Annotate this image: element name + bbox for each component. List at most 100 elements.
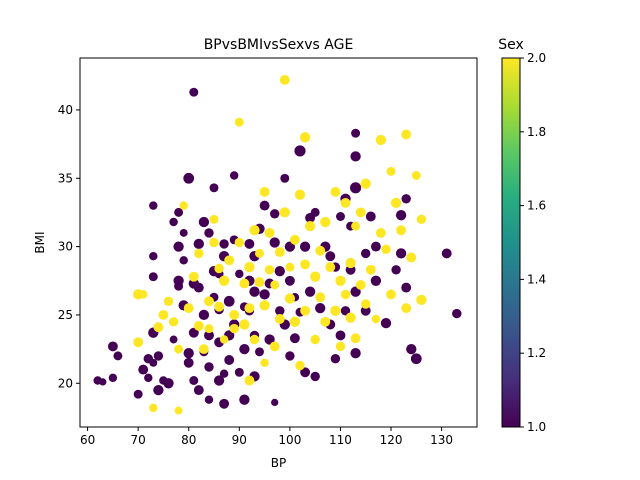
- data-point: [188, 271, 199, 282]
- data-point: [264, 227, 275, 238]
- data-point: [193, 385, 204, 396]
- data-point: [270, 280, 280, 290]
- data-point: [153, 351, 164, 361]
- data-point: [294, 189, 306, 200]
- data-point: [149, 201, 158, 210]
- data-point: [235, 269, 244, 279]
- data-point: [310, 207, 320, 217]
- data-point: [188, 327, 199, 338]
- data-point: [452, 308, 462, 319]
- data-point: [401, 303, 412, 314]
- data-point: [375, 227, 386, 238]
- data-point: [198, 309, 210, 321]
- data-point: [224, 355, 235, 365]
- data-point: [271, 398, 279, 407]
- data-point: [169, 335, 178, 344]
- data-point: [406, 252, 417, 263]
- data-point: [325, 262, 336, 273]
- data-point: [330, 353, 341, 364]
- data-point: [183, 172, 195, 184]
- colorbar-tick-label: 1.4: [527, 272, 546, 286]
- data-point: [204, 228, 214, 238]
- data-point: [274, 266, 285, 277]
- data-point: [299, 132, 311, 143]
- data-point: [219, 398, 230, 409]
- data-point: [133, 389, 143, 399]
- data-point: [285, 262, 295, 272]
- data-point: [340, 289, 351, 300]
- data-point: [239, 394, 250, 405]
- data-point: [174, 207, 184, 217]
- data-point: [244, 375, 255, 386]
- data-point: [144, 373, 153, 383]
- data-point: [275, 306, 285, 316]
- data-point: [249, 225, 260, 236]
- data-point: [279, 74, 290, 85]
- data-point: [254, 277, 265, 288]
- y-tick-label: 35: [58, 171, 73, 185]
- data-point: [198, 344, 209, 355]
- y-axis-label: BMI: [33, 231, 47, 253]
- data-point: [234, 237, 245, 248]
- data-point: [204, 330, 214, 341]
- data-point: [279, 207, 290, 218]
- x-tick-label: 80: [181, 433, 196, 447]
- colorbar-tick-label: 1.2: [527, 346, 546, 360]
- data-point: [416, 214, 427, 225]
- data-point: [315, 292, 326, 303]
- data-point: [370, 241, 381, 252]
- data-point: [193, 320, 204, 331]
- data-point: [350, 151, 361, 162]
- data-point: [330, 186, 341, 197]
- x-axis-label: BP: [271, 456, 286, 470]
- data-point: [441, 248, 452, 259]
- data-point: [249, 286, 260, 297]
- data-point: [189, 376, 199, 385]
- data-point: [158, 309, 169, 320]
- x-tick-label: 130: [430, 433, 453, 447]
- data-point: [360, 299, 371, 309]
- data-point: [133, 337, 144, 348]
- data-point: [320, 316, 331, 327]
- data-point: [259, 289, 270, 300]
- data-point: [239, 278, 250, 289]
- data-point: [219, 239, 229, 249]
- x-tick-label: 100: [278, 433, 301, 447]
- data-point: [330, 305, 341, 316]
- data-point: [300, 305, 311, 316]
- data-point: [395, 210, 407, 221]
- data-point: [99, 378, 107, 386]
- data-point: [294, 145, 306, 157]
- data-point: [274, 247, 285, 258]
- colorbar-tick-label: 1.0: [527, 420, 546, 434]
- data-point: [360, 248, 371, 259]
- data-point: [183, 348, 194, 359]
- data-point: [345, 312, 356, 323]
- data-point: [325, 251, 336, 262]
- data-point: [163, 296, 174, 307]
- x-tick-label: 60: [80, 433, 95, 447]
- data-point: [284, 293, 296, 304]
- data-point: [386, 289, 396, 300]
- data-point: [255, 347, 264, 357]
- data-point: [264, 334, 275, 345]
- data-point: [204, 362, 214, 372]
- data-point: [183, 357, 194, 368]
- data-point: [194, 248, 204, 259]
- data-point: [204, 324, 214, 334]
- data-point: [169, 217, 178, 227]
- data-point: [386, 166, 396, 176]
- data-point: [113, 351, 123, 361]
- data-point: [365, 264, 376, 275]
- data-point: [284, 275, 295, 286]
- data-point: [355, 279, 366, 290]
- data-point: [234, 117, 244, 127]
- data-point: [340, 197, 351, 208]
- data-point: [213, 375, 225, 386]
- data-point: [351, 221, 361, 231]
- data-point: [179, 256, 188, 265]
- data-point: [179, 201, 188, 210]
- data-point: [375, 134, 387, 146]
- data-point: [336, 212, 345, 221]
